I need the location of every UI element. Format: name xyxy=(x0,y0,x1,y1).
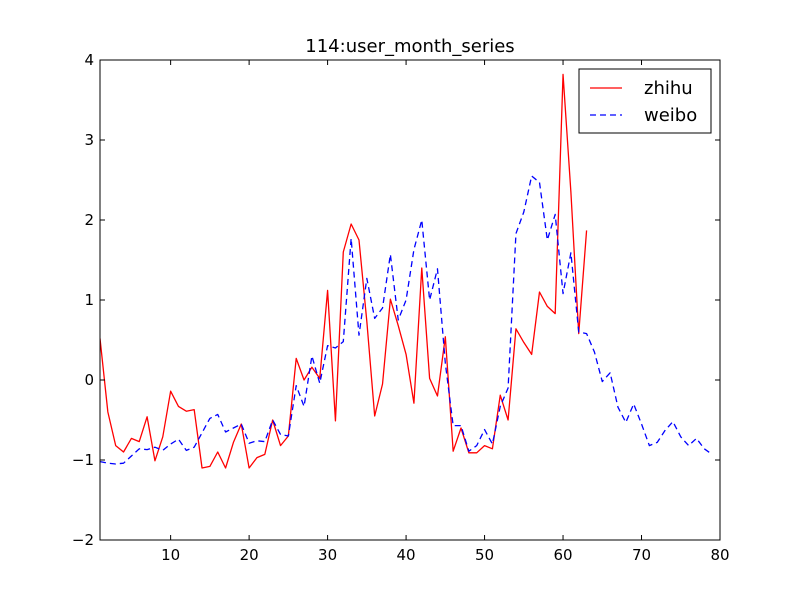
x-tick-label: 50 xyxy=(475,546,494,564)
x-tick-label: 10 xyxy=(161,546,180,564)
series-line-zhihu xyxy=(100,73,588,469)
legend: zhihu weibo xyxy=(578,68,712,134)
y-tick-label: 2 xyxy=(84,211,94,229)
series-layer xyxy=(100,73,713,469)
series-line-weibo xyxy=(100,175,713,465)
y-tick-label: 3 xyxy=(84,131,94,149)
x-tick-label: 60 xyxy=(553,546,572,564)
ticks-layer: 10 20 30 40 50 60 70 80 −2 −1 0 1 2 3 4 xyxy=(72,51,730,564)
x-tick-label: 40 xyxy=(397,546,416,564)
y-tick-label: 4 xyxy=(84,51,94,69)
plot-area xyxy=(100,60,720,540)
legend-frame xyxy=(578,68,712,134)
y-tick-label: −2 xyxy=(72,531,94,549)
x-tick-label: 20 xyxy=(240,546,259,564)
legend-label-weibo: weibo xyxy=(644,105,697,126)
x-tick-label: 80 xyxy=(710,546,729,564)
y-tick-label: 1 xyxy=(84,291,94,309)
x-tick-label: 70 xyxy=(632,546,651,564)
legend-label-zhihu: zhihu xyxy=(644,78,693,99)
x-tick-label: 30 xyxy=(318,546,337,564)
y-tick-label: 0 xyxy=(84,371,94,389)
axes-background xyxy=(100,60,720,540)
chart-title: 114:user_month_series xyxy=(305,36,514,57)
y-tick-label: −1 xyxy=(72,451,94,469)
